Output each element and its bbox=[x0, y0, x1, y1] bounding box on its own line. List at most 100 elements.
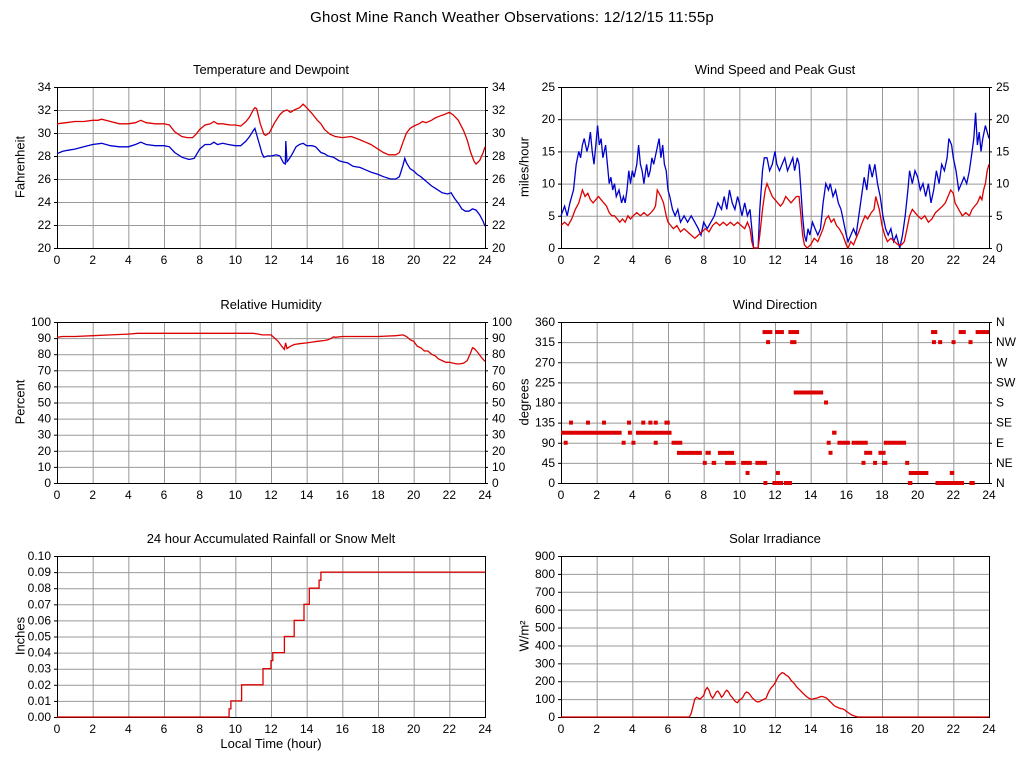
x-tick-label: 6 bbox=[161, 253, 168, 267]
x-tick-label: 16 bbox=[840, 722, 854, 736]
chart-title-solar-irradiance: Solar Irradiance bbox=[729, 531, 821, 546]
chart-title-rainfall: 24 hour Accumulated Rainfall or Snow Mel… bbox=[146, 531, 396, 546]
y-tick-label: 22 bbox=[38, 218, 52, 232]
y-tick-label: 0 bbox=[548, 476, 555, 490]
y-tick-label: 0.00 bbox=[28, 710, 52, 724]
y-tick-label-right: 25 bbox=[996, 80, 1010, 94]
y-tick-label-right: 34 bbox=[492, 80, 506, 94]
y-tick-label-right: 90 bbox=[492, 331, 506, 345]
x-tick-label: 4 bbox=[125, 253, 132, 267]
y-tick-label-right: 20 bbox=[996, 112, 1010, 126]
y-tick-label: 24 bbox=[38, 195, 52, 209]
y-tick-label-right: 20 bbox=[492, 444, 506, 458]
y-tick-label-right: 20 bbox=[492, 241, 506, 255]
y-tick-label-right: 10 bbox=[492, 460, 506, 474]
x-tick-label: 24 bbox=[982, 722, 996, 736]
y-tick-label: 90 bbox=[38, 331, 52, 345]
y-tick-label-right: 80 bbox=[492, 347, 506, 361]
x-tick-label: 6 bbox=[161, 722, 168, 736]
chart-cell-temperature-dewpoint: Temperature and Dewpoint Fahrenheit 20 20… bbox=[0, 55, 512, 290]
x-tick-label: 0 bbox=[558, 488, 565, 502]
x-tick-label: 6 bbox=[665, 722, 672, 736]
y-tick-label: 50 bbox=[38, 396, 52, 410]
x-tick-label: 12 bbox=[264, 253, 278, 267]
x-tick-label: 22 bbox=[443, 488, 457, 502]
x-tick-label: 2 bbox=[89, 253, 96, 267]
x-tick-label: 10 bbox=[229, 253, 243, 267]
x-tick-label: 18 bbox=[875, 253, 889, 267]
series-irradiance bbox=[561, 671, 989, 718]
x-tick-label: 18 bbox=[371, 722, 385, 736]
x-tick-label: 14 bbox=[300, 722, 314, 736]
y-tick-label: 900 bbox=[535, 549, 555, 563]
x-tick-label: 4 bbox=[629, 722, 636, 736]
y-tick-label: 360 bbox=[535, 315, 555, 329]
x-tick-label: 18 bbox=[371, 253, 385, 267]
x-tick-label: 14 bbox=[804, 253, 818, 267]
y-tick-label: 90 bbox=[542, 436, 556, 450]
x-tick-label: 8 bbox=[196, 488, 203, 502]
y-tick-label: 500 bbox=[535, 621, 555, 635]
x-tick-label: 6 bbox=[665, 488, 672, 502]
x-tick-label: 4 bbox=[629, 253, 636, 267]
x-tick-label: 20 bbox=[911, 488, 925, 502]
series-peak-gust bbox=[560, 112, 990, 249]
x-tick-label: 20 bbox=[407, 253, 421, 267]
chart-cell-rainfall: 24 hour Accumulated Rainfall or Snow Mel… bbox=[0, 524, 512, 768]
x-tick-label: 12 bbox=[264, 488, 278, 502]
x-tick-label: 24 bbox=[982, 253, 996, 267]
x-tick-label: 4 bbox=[629, 488, 636, 502]
y-tick-label: 26 bbox=[38, 172, 52, 186]
x-tick-label: 22 bbox=[947, 253, 961, 267]
y-tick-label: 100 bbox=[535, 692, 555, 706]
x-tick-label: 20 bbox=[407, 722, 421, 736]
y-tick-label: 80 bbox=[38, 347, 52, 361]
y-tick-label: 40 bbox=[38, 412, 52, 426]
plot-border bbox=[57, 87, 486, 249]
chart-title-wind-speed-gust: Wind Speed and Peak Gust bbox=[694, 62, 856, 77]
x-tick-label: 8 bbox=[196, 253, 203, 267]
x-tick-label: 12 bbox=[768, 253, 782, 267]
y-tick-label: 30 bbox=[38, 428, 52, 442]
y-tick-label-right: NE bbox=[996, 456, 1013, 470]
y-tick-label-right: W bbox=[996, 355, 1008, 369]
x-tick-label: 8 bbox=[700, 488, 707, 502]
x-tick-label: 8 bbox=[196, 722, 203, 736]
x-tick-label: 22 bbox=[443, 253, 457, 267]
x-tick-label: 22 bbox=[947, 722, 961, 736]
x-tick-label: 10 bbox=[733, 253, 747, 267]
y-tick-label: 30 bbox=[38, 126, 52, 140]
x-tick-label: 24 bbox=[478, 253, 492, 267]
y-tick-label-right: SW bbox=[996, 375, 1016, 389]
y-tick-label-right: 24 bbox=[492, 195, 506, 209]
x-tick-label: 16 bbox=[336, 722, 350, 736]
plot-border bbox=[57, 556, 486, 718]
chart-title-wind-direction: Wind Direction bbox=[732, 297, 818, 312]
y-tick-label: 34 bbox=[38, 80, 52, 94]
y-tick-label: 10 bbox=[542, 177, 556, 191]
y-tick-label-right: 28 bbox=[492, 149, 506, 163]
y-tick-label: 270 bbox=[535, 355, 555, 369]
y-tick-label: 32 bbox=[38, 103, 52, 117]
y-tick-label: 0 bbox=[548, 710, 555, 724]
y-tick-label: 0.09 bbox=[28, 565, 52, 579]
x-tick-label: 12 bbox=[768, 722, 782, 736]
x-tick-label: 14 bbox=[804, 722, 818, 736]
y-tick-label-right: NW bbox=[996, 335, 1017, 349]
y-tick-label: 0 bbox=[44, 476, 51, 490]
x-tick-label: 10 bbox=[229, 722, 243, 736]
chart-cell-wind-direction: Wind Direction degrees 0 N 45 NE 90 E 135 SE 180… bbox=[512, 290, 1024, 524]
y-tick-label-right: E bbox=[996, 436, 1004, 450]
y-tick-label: 300 bbox=[535, 656, 555, 670]
x-tick-label: 0 bbox=[54, 722, 61, 736]
x-tick-label: 16 bbox=[840, 488, 854, 502]
x-tick-label: 2 bbox=[593, 253, 600, 267]
x-tick-label: 2 bbox=[89, 488, 96, 502]
y-tick-label: 800 bbox=[535, 567, 555, 581]
y-tick-label: 600 bbox=[535, 603, 555, 617]
x-tick-label: 16 bbox=[336, 488, 350, 502]
